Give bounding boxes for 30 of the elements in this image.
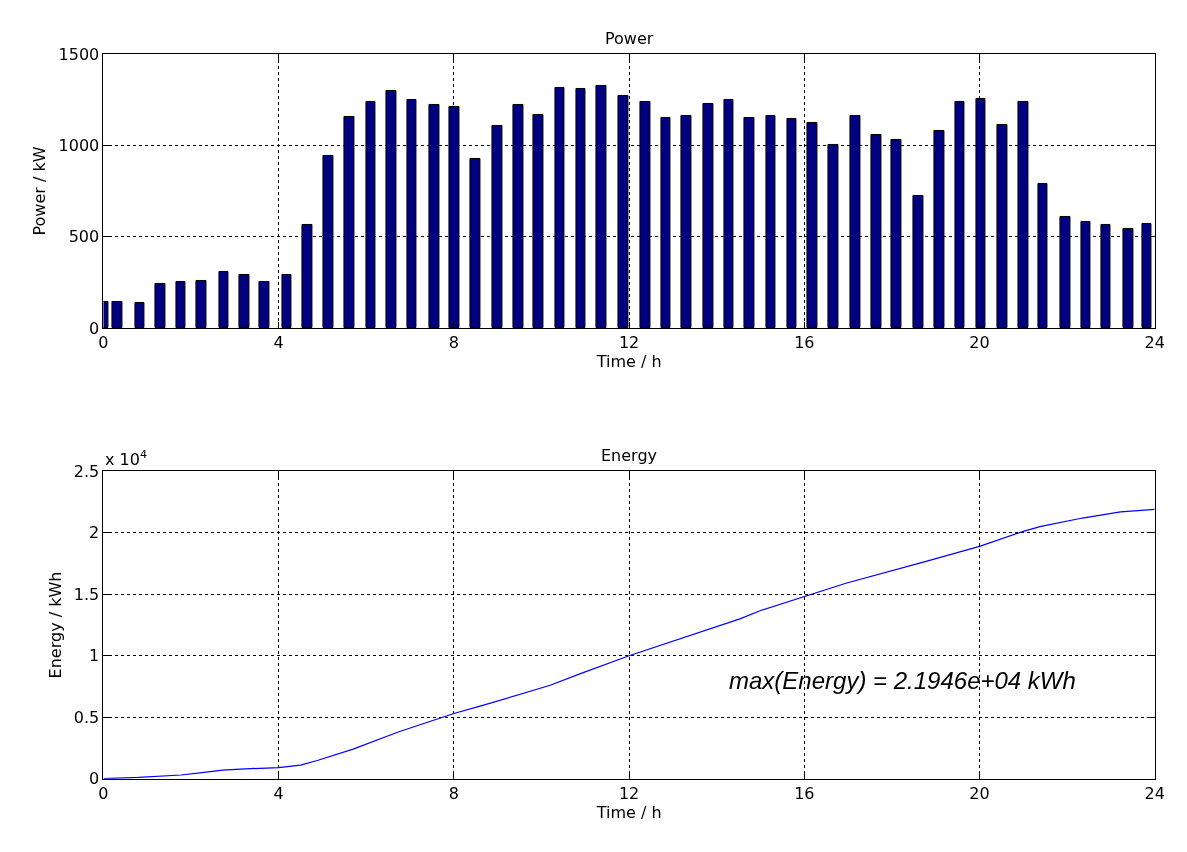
chart-title: Power — [605, 29, 654, 48]
x-tick-label: 24 — [1144, 783, 1165, 803]
y-tick-label: 2.5 — [73, 461, 100, 481]
x-tick-label: 4 — [273, 783, 284, 803]
text: x 10$^{4}$ — [105, 448, 148, 469]
y-tick-label: 0.5 — [73, 707, 100, 727]
x-axis-title: Time / h — [595, 802, 662, 822]
y-tick-label: 1000 — [58, 135, 100, 155]
y-tick-label: 1500 — [58, 44, 100, 64]
x-tick-label: 16 — [794, 783, 815, 803]
y-tick-label: 1 — [89, 646, 100, 666]
x-tick-label: 16 — [794, 333, 815, 353]
y-axis-title: Energy / kWh — [45, 571, 65, 679]
annotation: max(Energy) = 2.1946e+04 kWh — [729, 667, 1076, 694]
y-tick-label: 0 — [89, 318, 100, 338]
y-axis-title: Power / kW — [30, 146, 50, 236]
x-tick-label: 8 — [448, 783, 459, 803]
y-tick-label: 0 — [89, 769, 100, 789]
x-tick-label: 8 — [448, 333, 459, 353]
x-tick-label: 4 — [273, 333, 284, 353]
y-tick-label: 2 — [89, 523, 100, 543]
x-tick-label: 12 — [618, 783, 640, 803]
x-tick-label: 20 — [969, 783, 990, 803]
y-tick-label: 500 — [68, 227, 100, 247]
x-tick-label: 12 — [618, 333, 640, 353]
x-tick-label: 24 — [1144, 333, 1165, 353]
x-axis-title: Time / h — [595, 352, 662, 372]
x-tick-label: 20 — [969, 333, 990, 353]
y-tick-label: 1.5 — [73, 584, 100, 604]
chart-title: Energy — [601, 446, 658, 465]
